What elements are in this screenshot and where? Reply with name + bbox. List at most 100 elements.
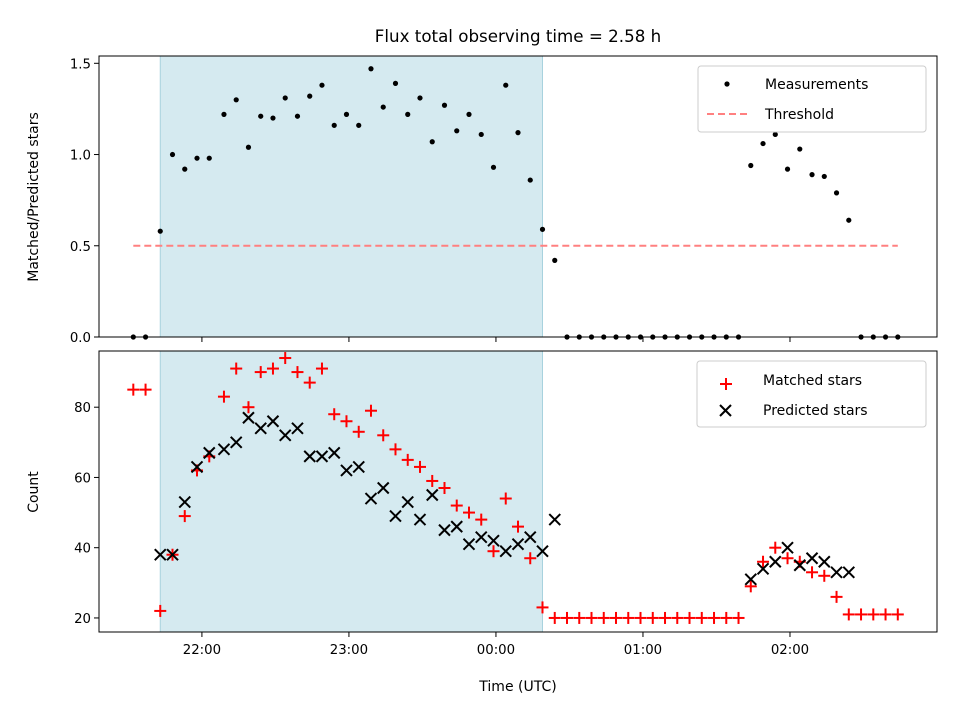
predicted-point [438, 523, 451, 537]
measurement-point [194, 155, 200, 161]
measurement-point [182, 166, 188, 172]
y-tick-label: 1.0 [70, 149, 91, 164]
predicted-point [389, 509, 402, 523]
measurement-point [503, 82, 509, 88]
matched-point [781, 552, 794, 565]
matched-point [548, 611, 561, 624]
measurement-point [454, 128, 460, 134]
matched-point [364, 404, 377, 417]
y-tick-label: 20 [74, 612, 91, 627]
matched-point [524, 552, 537, 565]
predicted-point [818, 555, 831, 568]
matched-point [720, 611, 733, 624]
bottom-axes-frame [98, 350, 938, 633]
predicted-point [203, 446, 216, 460]
matched-point [830, 590, 843, 603]
matched-point [462, 506, 475, 519]
matched-point [413, 460, 426, 473]
predicted-point [328, 446, 341, 460]
measurement-point [539, 226, 546, 232]
predicted-point [475, 530, 488, 544]
predicted-point [254, 422, 267, 435]
predicted-point [769, 555, 782, 568]
y-tick-label: 0.5 [70, 240, 91, 255]
predicted-point [756, 562, 770, 575]
top-y-ticks: 0.0 0.5 1.0 1.5 [70, 57, 99, 346]
predicted-point [499, 545, 512, 558]
matched-point [695, 611, 708, 624]
matched-point [855, 608, 868, 621]
predicted-point [340, 464, 353, 477]
top-y-axis-label: Matched/Predicted stars [26, 112, 42, 282]
legend-threshold-label: Threshold [764, 107, 834, 123]
matched-point [683, 611, 696, 624]
predicted-point [548, 513, 561, 526]
matched-point [891, 608, 904, 621]
matched-point [352, 425, 365, 438]
matched-point [573, 611, 586, 624]
x-axis-label: Time (UTC) [478, 679, 556, 695]
matched-point [139, 383, 152, 396]
matched-point [757, 555, 770, 568]
measurement-point [221, 111, 227, 117]
bottom-x-ticks: 22:00 23:00 00:00 01:00 02:00 [183, 632, 809, 658]
y-tick-label: 1.5 [70, 57, 91, 72]
matched-point [499, 492, 512, 505]
legend-measurements-label: Measurements [765, 77, 868, 93]
matched-point [450, 499, 463, 512]
bottom-y-ticks: 20 40 60 80 [74, 401, 99, 627]
measurement-point [478, 131, 484, 138]
predicted-point [426, 488, 439, 502]
bottom-y-axis-label: Count [26, 471, 42, 513]
y-tick-label: 40 [74, 542, 91, 557]
predicted-point [279, 429, 292, 442]
matched-point [279, 352, 292, 365]
matched-point [438, 481, 451, 494]
measurement-point [233, 97, 239, 103]
measurement-point [307, 93, 313, 99]
top-legend-box [697, 65, 927, 133]
top-x-ticks [201, 337, 791, 342]
predicted-point [242, 411, 255, 424]
matched-point [340, 415, 353, 428]
predicted-point [781, 541, 794, 554]
measurement-point [809, 172, 815, 178]
top-axes-frame [98, 55, 938, 338]
matched-point [671, 611, 684, 624]
predicted-point [303, 450, 316, 463]
measurement-point [772, 131, 778, 138]
matched-point [867, 608, 880, 621]
bottom-shaded-span [159, 350, 544, 633]
matched-point [475, 513, 488, 526]
matched-point [254, 366, 267, 379]
measurement-point [270, 115, 276, 121]
top-data-marks [130, 66, 901, 340]
matched-point [217, 390, 230, 403]
matched-point [512, 520, 524, 533]
predicted-point [154, 548, 167, 561]
matched-point [154, 604, 167, 617]
measurement-point [206, 155, 212, 161]
predicted-point [377, 481, 390, 495]
matched-point [646, 611, 659, 624]
measurement-point [441, 102, 448, 108]
y-tick-label: 0.0 [70, 331, 91, 346]
predicted-point [744, 573, 757, 586]
predicted-point [487, 534, 500, 547]
x-tick-label: 23:00 [330, 643, 368, 658]
top-panel: 0.0 0.5 1.0 1.5 Matched/Predicted stars Mea… [26, 55, 938, 346]
measurement-point [490, 164, 497, 170]
predicted-point [315, 450, 329, 463]
matched-point [536, 601, 549, 614]
measurement-point [169, 151, 176, 158]
measurement-point [294, 113, 301, 119]
matched-point [315, 362, 328, 375]
matched-point [230, 362, 243, 375]
measurement-point [356, 122, 362, 128]
matched-point [389, 443, 402, 456]
measurement-point [258, 113, 264, 119]
matched-point [303, 376, 316, 389]
matched-point [818, 569, 831, 582]
legend-measurements-marker [724, 81, 730, 87]
